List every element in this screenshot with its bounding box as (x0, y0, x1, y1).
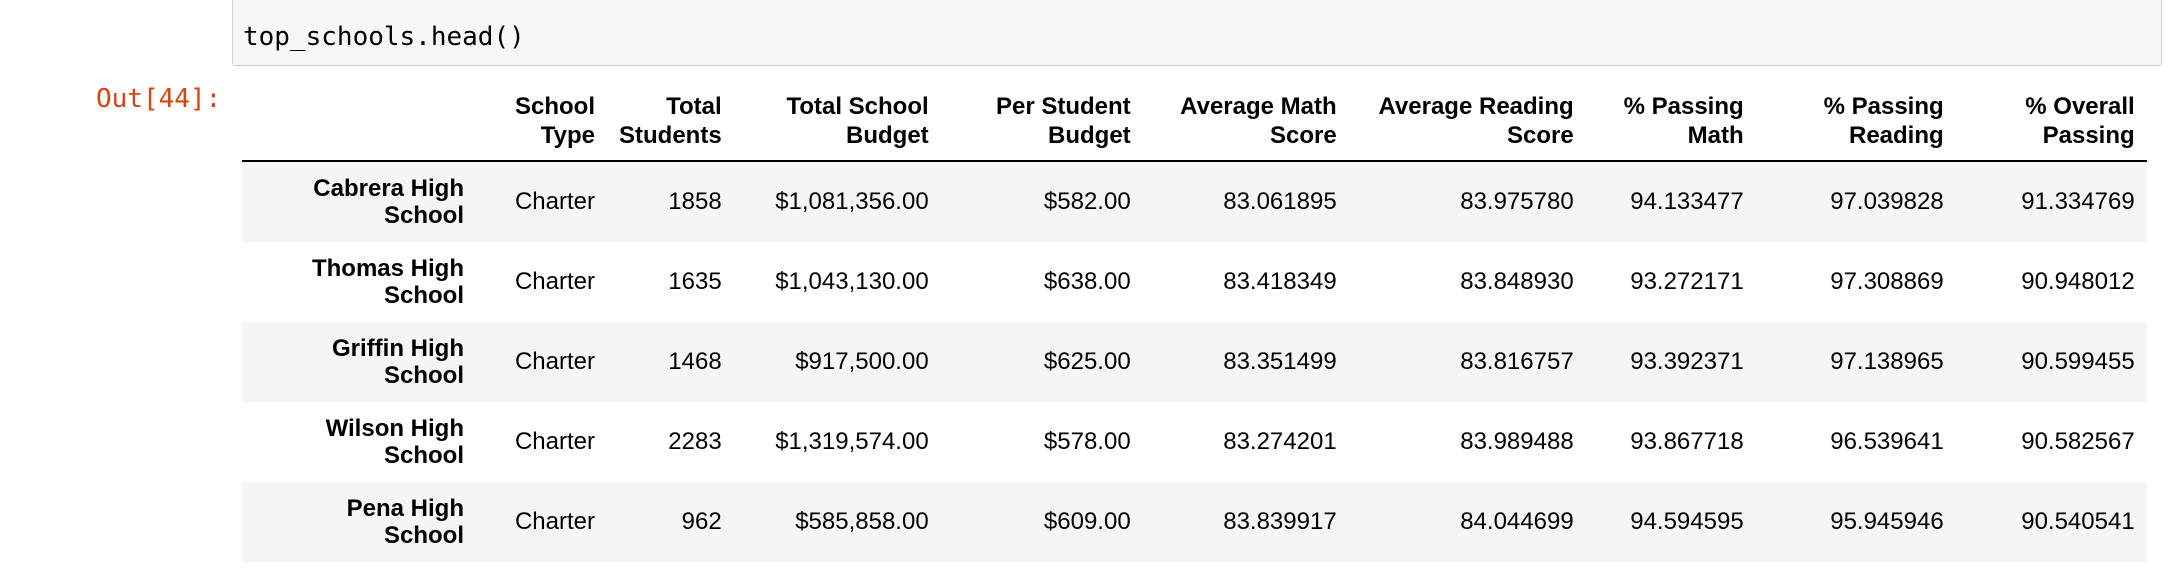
row-index-label: Pena High School (346, 495, 464, 549)
column-header-per-student-budget: Per Student Budget (940, 88, 1143, 162)
cell-pct-passing-math: 94.133477 (1630, 188, 1744, 215)
cell-average-reading-score: 83.975780 (1460, 188, 1574, 215)
cell-average-reading-score: 83.816757 (1460, 348, 1574, 375)
cell-pct-passing-math: 93.272171 (1630, 268, 1744, 295)
table-row: Griffin High School Charter 1468 $917,500… (242, 322, 2147, 402)
table-row: Thomas High School Charter 1635 $1,043,13… (242, 242, 2147, 322)
cell-pct-overall-passing: 91.334769 (2021, 188, 2135, 215)
code-input-cell[interactable]: top_schools.head() (232, 0, 2162, 66)
index-header (242, 88, 476, 162)
cell-school-type: Charter (514, 508, 595, 535)
cell-pct-overall-passing: 90.540541 (2021, 508, 2135, 535)
cell-pct-passing-reading: 97.308869 (1830, 268, 1944, 295)
cell-total-school-budget: $1,319,574.00 (775, 428, 929, 455)
cell-average-reading-score: 83.848930 (1460, 268, 1574, 295)
cell-pct-passing-reading: 97.039828 (1830, 188, 1944, 215)
cell-per-student-budget: $609.00 (1043, 508, 1131, 535)
table-row: Wilson High School Charter 2283 $1,319,57… (242, 402, 2147, 482)
cell-average-reading-score: 83.989488 (1460, 428, 1574, 455)
cell-pct-overall-passing: 90.582567 (2021, 428, 2135, 455)
dataframe-table: School Type Total Students Total School Bud… (242, 88, 2147, 562)
cell-total-students: 1858 (668, 188, 722, 215)
cell-pct-passing-math: 93.392371 (1630, 348, 1744, 375)
cell-total-students: 2283 (668, 428, 722, 455)
cell-pct-passing-reading: 96.539641 (1830, 428, 1944, 455)
output-prompt: Out[44]: (96, 84, 222, 114)
row-index-label: Cabrera High School (313, 175, 464, 229)
cell-average-math-score: 83.351499 (1223, 348, 1337, 375)
cell-total-students: 962 (681, 508, 722, 535)
cell-pct-passing-reading: 95.945946 (1830, 508, 1944, 535)
cell-average-math-score: 83.839917 (1223, 508, 1337, 535)
header-row: School Type Total Students Total School Bud… (242, 88, 2147, 162)
column-header-average-reading-score: Average Reading Score (1348, 88, 1586, 162)
cell-total-students: 1635 (668, 268, 722, 295)
row-index-label: Griffin High School (332, 335, 464, 389)
cell-pct-passing-math: 94.594595 (1630, 508, 1744, 535)
column-header-pct-passing-reading: % Passing Reading (1755, 88, 1956, 162)
cell-total-students: 1468 (668, 348, 722, 375)
row-index-label: Wilson High School (325, 415, 464, 469)
column-header-total-school-budget: Total School Budget (733, 88, 941, 162)
code-input-text[interactable]: top_schools.head() (243, 22, 525, 52)
column-header-total-students: Total Students (607, 88, 734, 162)
cell-total-school-budget: $1,043,130.00 (775, 268, 929, 295)
cell-school-type: Charter (514, 428, 595, 455)
cell-pct-passing-math: 93.867718 (1630, 428, 1744, 455)
cell-per-student-budget: $638.00 (1043, 268, 1131, 295)
row-index-label: Thomas High School (311, 255, 464, 309)
table-row: Cabrera High School Charter 1858 $1,081,3… (242, 161, 2147, 242)
cell-school-type: Charter (514, 348, 595, 375)
column-header-average-math-score: Average Math Score (1142, 88, 1349, 162)
column-header-pct-overall-passing: % Overall Passing (1955, 88, 2147, 162)
cell-pct-overall-passing: 90.948012 (2021, 268, 2135, 295)
cell-school-type: Charter (514, 268, 595, 295)
cell-pct-overall-passing: 90.599455 (2021, 348, 2135, 375)
cell-total-school-budget: $585,858.00 (795, 508, 929, 535)
dataframe-output: School Type Total Students Total School Bud… (242, 88, 2147, 562)
cell-average-reading-score: 84.044699 (1460, 508, 1574, 535)
cell-total-school-budget: $1,081,356.00 (775, 188, 929, 215)
cell-average-math-score: 83.274201 (1223, 428, 1337, 455)
column-header-school-type: School Type (476, 88, 607, 162)
table-row: Pena High School Charter 962 $585,858.00 … (242, 482, 2147, 562)
cell-average-math-score: 83.418349 (1223, 268, 1337, 295)
cell-total-school-budget: $917,500.00 (795, 348, 929, 375)
cell-school-type: Charter (514, 188, 595, 215)
cell-per-student-budget: $582.00 (1043, 188, 1131, 215)
cell-per-student-budget: $578.00 (1043, 428, 1131, 455)
column-header-pct-passing-math: % Passing Math (1585, 88, 1756, 162)
cell-average-math-score: 83.061895 (1223, 188, 1337, 215)
cell-per-student-budget: $625.00 (1043, 348, 1131, 375)
cell-pct-passing-reading: 97.138965 (1830, 348, 1944, 375)
